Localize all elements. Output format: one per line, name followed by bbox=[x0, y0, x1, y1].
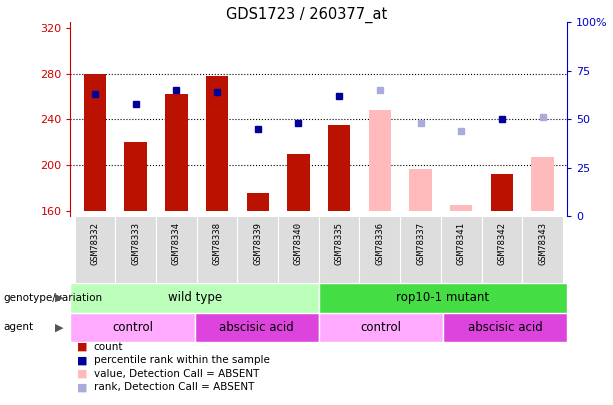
Text: ▶: ▶ bbox=[55, 322, 63, 333]
Bar bbox=[246, 194, 269, 211]
Text: ▶: ▶ bbox=[55, 293, 63, 303]
Bar bbox=[156, 216, 197, 283]
Text: GSM78336: GSM78336 bbox=[375, 222, 384, 264]
Bar bbox=[75, 216, 115, 283]
Bar bbox=[531, 157, 554, 211]
Text: GSM78332: GSM78332 bbox=[90, 222, 99, 264]
Text: genotype/variation: genotype/variation bbox=[3, 293, 102, 303]
Text: ■: ■ bbox=[77, 356, 87, 365]
Bar bbox=[400, 216, 441, 283]
Bar bbox=[450, 205, 473, 211]
Bar bbox=[328, 125, 350, 211]
Bar bbox=[195, 313, 319, 342]
Bar bbox=[319, 313, 443, 342]
Text: control: control bbox=[112, 321, 153, 334]
Text: ■: ■ bbox=[77, 342, 87, 352]
Bar bbox=[206, 76, 228, 211]
Text: GSM78341: GSM78341 bbox=[457, 222, 466, 264]
Bar bbox=[237, 216, 278, 283]
Bar bbox=[70, 283, 319, 313]
Bar bbox=[319, 283, 567, 313]
Text: control: control bbox=[360, 321, 402, 334]
Text: GSM78337: GSM78337 bbox=[416, 222, 425, 264]
Text: GSM78340: GSM78340 bbox=[294, 222, 303, 264]
Bar bbox=[319, 216, 359, 283]
Text: GSM78343: GSM78343 bbox=[538, 222, 547, 264]
Text: value, Detection Call = ABSENT: value, Detection Call = ABSENT bbox=[94, 369, 259, 379]
Text: GSM78338: GSM78338 bbox=[213, 222, 221, 264]
Bar bbox=[359, 216, 400, 283]
Text: count: count bbox=[94, 342, 123, 352]
Text: GSM78334: GSM78334 bbox=[172, 222, 181, 264]
Bar bbox=[197, 216, 237, 283]
Bar bbox=[278, 216, 319, 283]
Text: rop10-1 mutant: rop10-1 mutant bbox=[397, 291, 489, 305]
Text: percentile rank within the sample: percentile rank within the sample bbox=[94, 356, 270, 365]
Text: agent: agent bbox=[3, 322, 33, 333]
Bar bbox=[441, 216, 482, 283]
Bar bbox=[409, 169, 432, 211]
Text: GSM78333: GSM78333 bbox=[131, 222, 140, 264]
Bar bbox=[482, 216, 522, 283]
Text: GDS1723 / 260377_at: GDS1723 / 260377_at bbox=[226, 7, 387, 23]
Text: GSM78339: GSM78339 bbox=[253, 222, 262, 264]
Bar bbox=[522, 216, 563, 283]
Text: ■: ■ bbox=[77, 369, 87, 379]
Text: GSM78342: GSM78342 bbox=[497, 222, 506, 264]
Text: abscisic acid: abscisic acid bbox=[468, 321, 543, 334]
Bar bbox=[287, 153, 310, 211]
Text: rank, Detection Call = ABSENT: rank, Detection Call = ABSENT bbox=[94, 382, 254, 392]
Text: GSM78335: GSM78335 bbox=[335, 222, 344, 264]
Text: ■: ■ bbox=[77, 382, 87, 392]
Bar bbox=[491, 174, 513, 211]
Bar bbox=[165, 94, 188, 211]
Bar bbox=[124, 142, 147, 211]
Bar bbox=[115, 216, 156, 283]
Text: abscisic acid: abscisic acid bbox=[219, 321, 294, 334]
Bar bbox=[368, 110, 391, 211]
Bar bbox=[84, 74, 106, 211]
Text: wild type: wild type bbox=[167, 291, 222, 305]
Bar bbox=[70, 313, 195, 342]
Bar bbox=[443, 313, 567, 342]
